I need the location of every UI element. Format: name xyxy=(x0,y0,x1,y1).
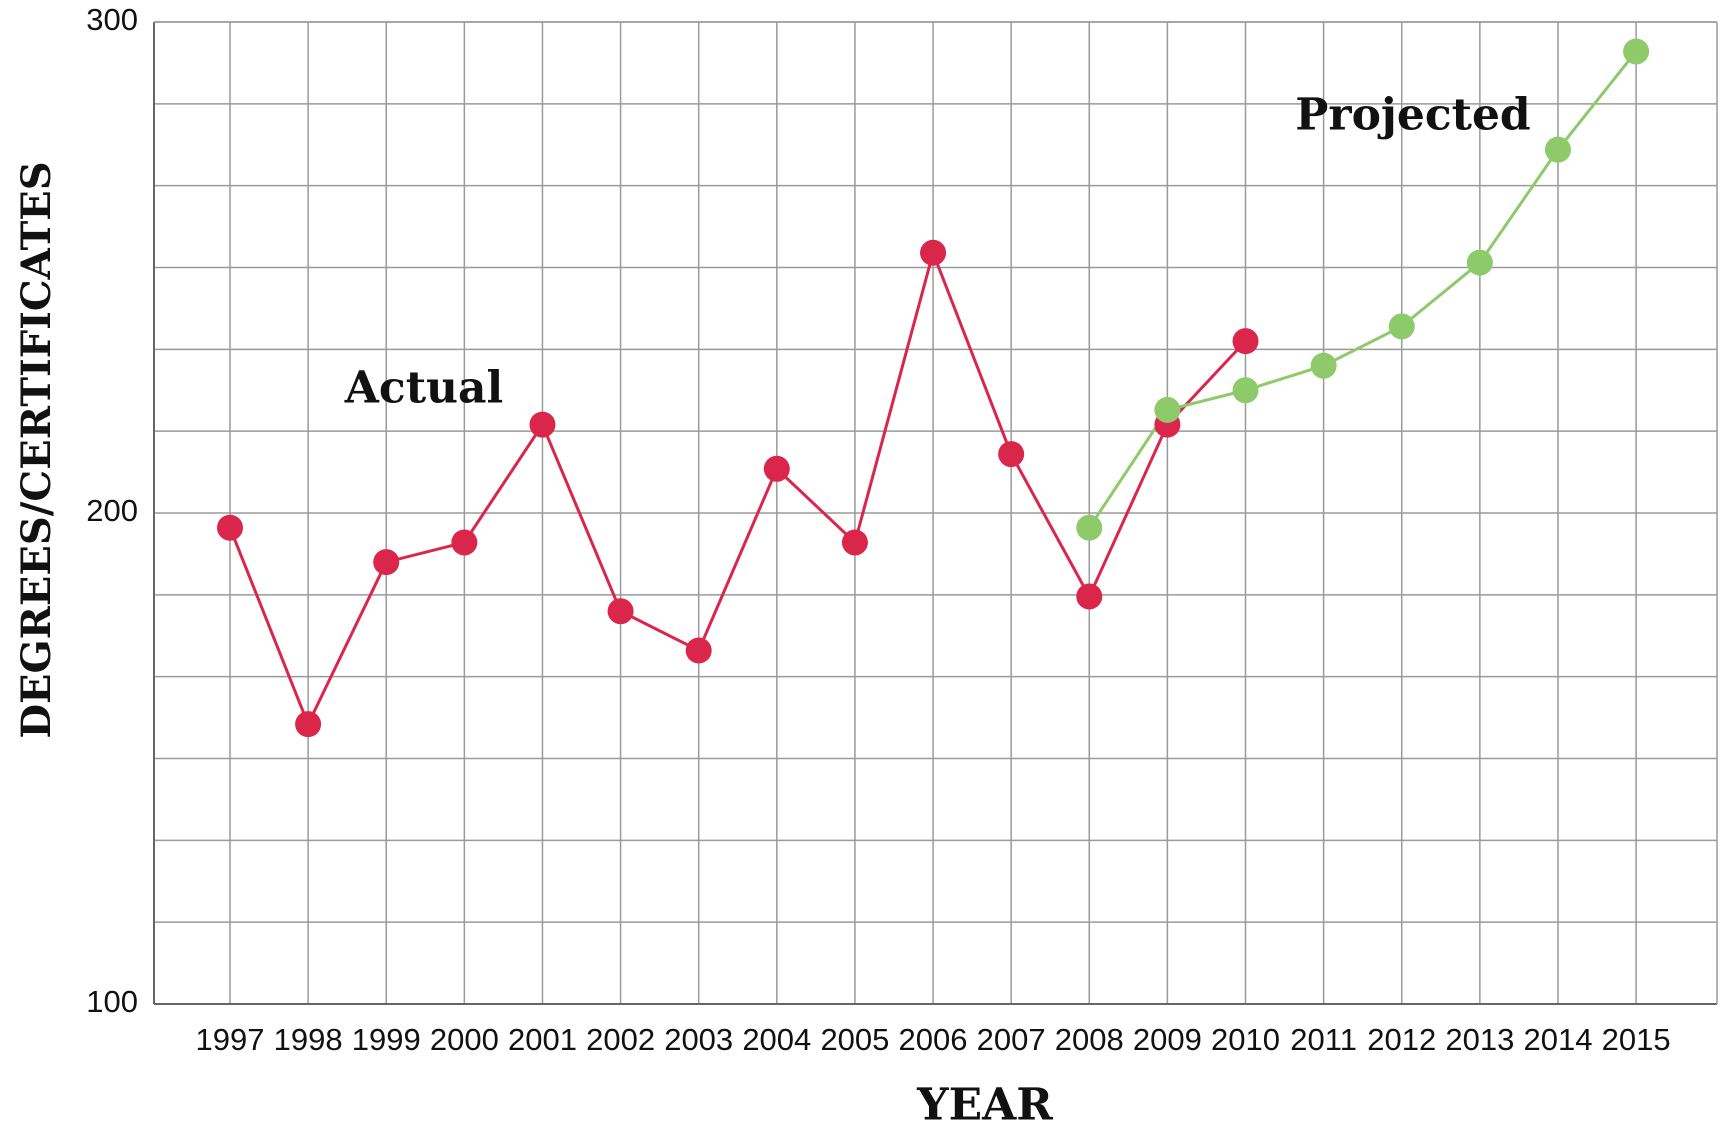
point xyxy=(763,455,790,482)
x-tick-label: 2007 xyxy=(977,1022,1046,1057)
point xyxy=(607,598,634,625)
y-axis-title: DEGREES/CERTIFICATES xyxy=(13,161,60,738)
x-tick-label: 2004 xyxy=(742,1022,811,1057)
point xyxy=(685,637,712,664)
x-tick-label: 2002 xyxy=(586,1022,655,1057)
x-tick-label: 1998 xyxy=(274,1022,343,1057)
point xyxy=(217,514,243,541)
point xyxy=(920,239,947,266)
x-tick-label: 2000 xyxy=(430,1022,499,1057)
point xyxy=(1544,136,1571,163)
point xyxy=(1466,249,1493,276)
point xyxy=(998,441,1025,468)
point xyxy=(373,549,400,576)
x-tick-label: 2009 xyxy=(1133,1022,1202,1057)
point xyxy=(1232,328,1259,355)
x-axis-title: YEAR xyxy=(916,1080,1053,1127)
point xyxy=(1232,377,1259,404)
point xyxy=(841,529,868,556)
series-label: Actual xyxy=(344,363,503,414)
point xyxy=(1076,514,1103,541)
point xyxy=(1310,352,1337,379)
y-tick-label: 200 xyxy=(86,493,138,528)
point xyxy=(1154,396,1181,423)
point xyxy=(1076,583,1103,610)
x-tick-label: 2011 xyxy=(1290,1022,1357,1057)
point xyxy=(529,411,556,438)
series-line xyxy=(228,247,1247,728)
y-tick-label: 100 xyxy=(86,984,138,1019)
x-tick-label: 2003 xyxy=(664,1022,733,1057)
x-tick-label: 2014 xyxy=(1523,1022,1592,1057)
series-label: Projected xyxy=(1295,90,1530,141)
x-tick-label: 2008 xyxy=(1055,1022,1124,1057)
y-tick-label: 300 xyxy=(86,2,138,37)
x-tick-label: 2001 xyxy=(508,1022,577,1057)
x-tick-label: 1999 xyxy=(352,1022,421,1057)
x-tick-label: 2015 xyxy=(1602,1022,1671,1057)
point xyxy=(1623,38,1650,65)
x-tick-label: 2013 xyxy=(1445,1022,1514,1057)
point xyxy=(451,529,478,556)
x-tick-label: 1997 xyxy=(196,1022,265,1057)
x-tick-label: 2012 xyxy=(1367,1022,1436,1057)
point xyxy=(1388,313,1415,340)
series-line xyxy=(1088,50,1638,529)
x-tick-label: 2006 xyxy=(899,1022,968,1057)
x-tick-label: 2010 xyxy=(1211,1022,1280,1057)
point xyxy=(295,711,322,738)
x-tick-label: 2005 xyxy=(820,1022,889,1057)
